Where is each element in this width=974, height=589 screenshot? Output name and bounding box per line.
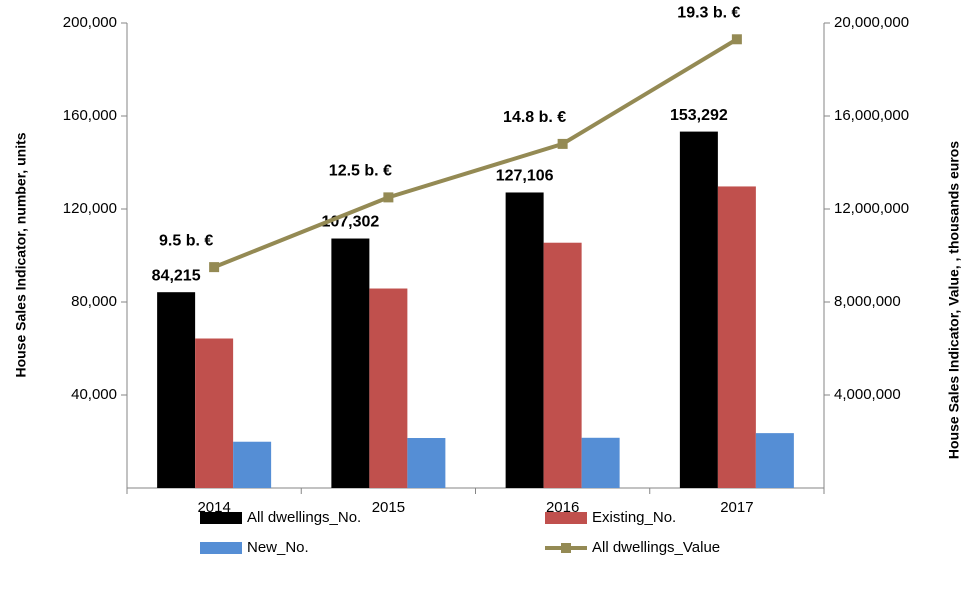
line-marker: [731, 34, 742, 45]
legend-swatch: [200, 512, 242, 524]
legend-label: All dwellings_Value: [592, 539, 720, 556]
y-tick-label: 40,000: [71, 386, 117, 403]
line-marker: [383, 192, 394, 203]
bar: [755, 433, 794, 488]
bar: [505, 192, 544, 488]
data-label: 127,106: [496, 168, 554, 185]
y-tick-label: 200,000: [63, 14, 117, 31]
y-tick-label: 120,000: [63, 200, 117, 217]
y2-axis-title: House Sales Indicator, Value, , thousand…: [946, 141, 962, 459]
bar: [679, 131, 718, 488]
y-axis-title: House Sales Indicator, number, units: [13, 132, 29, 377]
x-tick-label: 2016: [546, 499, 579, 516]
y-tick-label: 160,000: [63, 107, 117, 124]
bar: [157, 292, 196, 488]
y-tick-label: 80,000: [71, 293, 117, 310]
bar: [407, 438, 446, 488]
x-tick-label: 2017: [720, 499, 753, 516]
data-label: 84,215: [152, 267, 201, 284]
legend-swatch: [200, 542, 242, 554]
y2-tick-label: 20,000,000: [834, 14, 909, 31]
data-label: 12.5 b. €: [329, 163, 392, 180]
bar: [331, 238, 370, 488]
y2-tick-label: 8,000,000: [834, 293, 901, 310]
legend-swatch: [561, 543, 571, 553]
line-marker: [557, 138, 568, 149]
bar: [581, 437, 620, 488]
bar: [369, 288, 408, 488]
data-label: 14.8 b. €: [503, 109, 566, 126]
data-label: 153,292: [670, 107, 728, 124]
bar: [717, 186, 756, 488]
bar: [233, 441, 272, 488]
legend-label: All dwellings_No.: [247, 509, 361, 526]
bar: [195, 338, 234, 488]
x-tick-label: 2015: [372, 499, 405, 516]
data-label: 19.3 b. €: [677, 4, 740, 21]
legend-label: Existing_No.: [592, 509, 676, 526]
line: [213, 37, 738, 269]
x-tick-label: 2014: [197, 499, 230, 516]
legend-swatch: [545, 512, 587, 524]
y2-tick-label: 4,000,000: [834, 386, 901, 403]
bar: [543, 242, 582, 488]
legend-label: New_No.: [247, 539, 309, 556]
y2-tick-label: 12,000,000: [834, 200, 909, 217]
line-marker: [209, 262, 220, 273]
data-label: 9.5 b. €: [159, 232, 213, 249]
y2-tick-label: 16,000,000: [834, 107, 909, 124]
